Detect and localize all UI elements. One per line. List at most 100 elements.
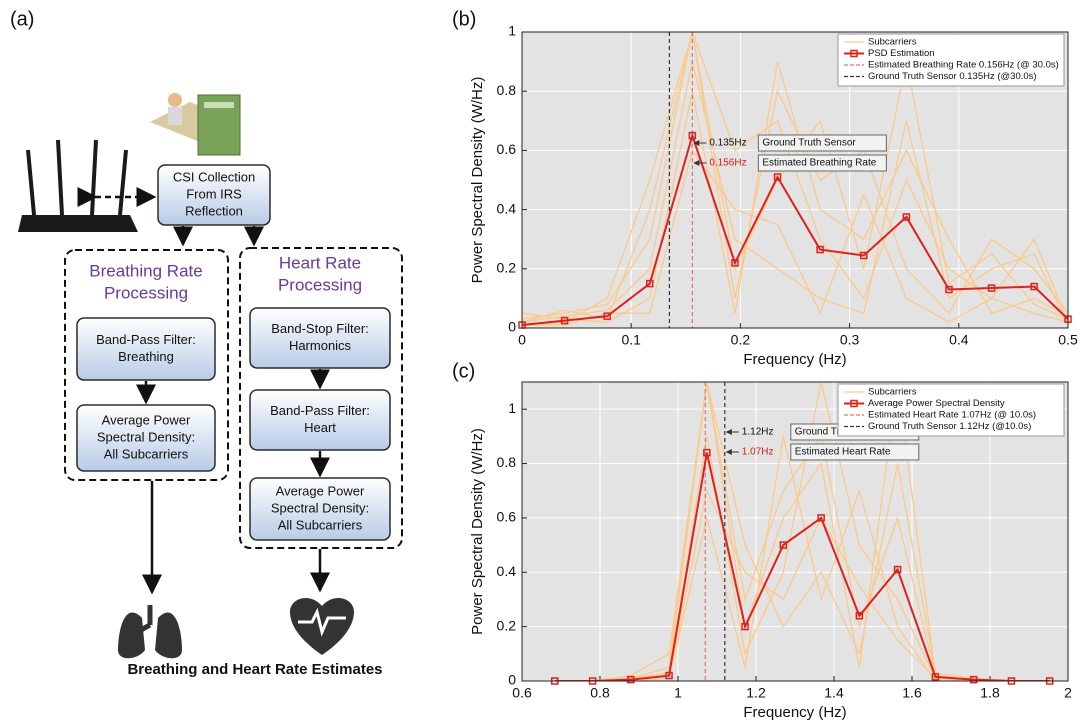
process-box <box>76 404 216 472</box>
server-icon <box>150 93 241 156</box>
box-text: Reflection <box>185 203 243 218</box>
point <box>987 284 996 292</box>
legend-marker <box>850 399 858 408</box>
point <box>893 565 902 574</box>
point <box>627 675 635 684</box>
group-box <box>64 249 229 481</box>
y-tick-label: 0.8 <box>497 82 517 98</box>
annotation-label: Estimated Breathing Rate <box>762 158 876 169</box>
box-text: Spectral Density: <box>271 500 369 515</box>
point <box>817 514 825 522</box>
legend-label: Subcarriers <box>868 37 917 48</box>
subcarrier-line <box>522 32 1068 323</box>
box-text: CSI Collection <box>173 169 255 184</box>
point <box>560 316 569 325</box>
series-line <box>522 132 1068 327</box>
legend-label: Subcarriers <box>868 387 917 398</box>
process-box <box>249 477 391 541</box>
point <box>646 279 654 288</box>
legend-label: Estimated Breathing Rate 0.156Hz (@ 30.0… <box>868 60 1059 71</box>
x-tick-label: 2 <box>1064 685 1072 701</box>
box-text: From IRS <box>186 186 242 201</box>
point <box>731 259 739 267</box>
panel-label: (a) <box>10 8 34 30</box>
box-text: Breathing <box>118 349 174 364</box>
process-box <box>249 389 391 451</box>
annotation-label: Estimated Heart Rate <box>795 447 891 458</box>
group-title: Breathing Rate <box>89 261 202 280</box>
x-tick-label: 0 <box>518 332 526 348</box>
output-label: Breathing and Heart Rate Estimates <box>127 661 382 678</box>
point <box>741 622 749 631</box>
process-box <box>157 164 271 226</box>
subcarrier-line <box>554 382 1050 681</box>
point <box>773 173 782 181</box>
x-tick-label: 0.5 <box>1058 332 1078 348</box>
box-text: Harmonics <box>289 338 352 353</box>
x-tick-label: 0.2 <box>731 332 751 348</box>
box-text: Band-Pass Filter: <box>270 403 370 418</box>
legend-label: Ground Truth Sensor 1.12Hz (@10.0s) <box>868 421 1031 432</box>
x-tick-label: 1 <box>674 685 682 701</box>
point <box>1030 282 1038 291</box>
group-title: Processing <box>278 275 362 294</box>
x-tick-label: 1.4 <box>824 685 844 701</box>
process-box <box>249 307 391 369</box>
x-tick-label: 1.2 <box>746 685 766 701</box>
y-tick-label: 0.2 <box>497 617 517 633</box>
annotation-value: 0.135Hz <box>709 138 746 149</box>
y-tick-label: 0.6 <box>497 141 517 157</box>
subcarrier-line <box>522 148 1068 326</box>
legend <box>837 383 1065 437</box>
y-tick-label: 1 <box>508 400 516 416</box>
y-tick-label: 0.8 <box>497 454 517 470</box>
box-text: Spectral Density: <box>97 429 195 444</box>
x-tick-label: 0.1 <box>621 332 641 348</box>
x-tick-label: 0.6 <box>512 685 532 701</box>
y-axis-label: Power Spectral Density (W/Hz) <box>469 77 486 284</box>
point <box>945 285 953 294</box>
point <box>902 213 911 221</box>
point <box>816 245 824 254</box>
box-text: Band-Stop Filter: <box>271 321 369 336</box>
point <box>703 448 711 457</box>
panel-label: (b) <box>452 8 476 30</box>
annotation-value: 1.07Hz <box>742 447 774 458</box>
point <box>931 673 940 681</box>
point <box>688 131 697 140</box>
point <box>665 671 673 680</box>
x-tick-label: 0.4 <box>949 332 969 348</box>
point <box>855 612 864 620</box>
group-title: Heart Rate <box>279 253 361 272</box>
legend-label: PSD Estimation <box>868 48 935 59</box>
annotation-box <box>790 443 920 461</box>
x-tick-label: 0.3 <box>840 332 860 348</box>
annotation-box <box>757 134 887 152</box>
annotation-box <box>757 154 887 172</box>
y-tick-label: 0.2 <box>497 260 517 276</box>
box-text: All Subcarriers <box>104 446 189 461</box>
heart-icon <box>290 598 354 655</box>
box-text: Heart <box>304 420 336 435</box>
y-tick-label: 1 <box>508 23 516 39</box>
panel-label: (c) <box>452 360 475 382</box>
lungs-icon <box>118 605 182 659</box>
y-tick-label: 0.4 <box>497 200 517 216</box>
group-title: Processing <box>104 283 188 302</box>
point <box>969 675 978 684</box>
x-axis-label: Frequency (Hz) <box>743 704 846 721</box>
plot-frame <box>521 31 1069 329</box>
legend-label: Estimated Heart Rate 1.07Hz (@ 10.0s) <box>868 410 1036 421</box>
y-axis-label: Power Spectral Density (W/Hz) <box>469 428 486 635</box>
x-tick-label: 0.8 <box>590 685 610 701</box>
legend-label: Ground Truth Sensor 0.135Hz (@30.0s) <box>868 71 1037 82</box>
subcarrier-line <box>522 61 1068 326</box>
box-text: All Subcarriers <box>278 517 363 532</box>
point <box>779 541 788 549</box>
x-tick-label: 1.6 <box>902 685 922 701</box>
x-axis-label: Frequency (Hz) <box>743 351 846 368</box>
legend <box>837 33 1065 87</box>
annotation-value: 0.156Hz <box>709 158 746 169</box>
box-text: Average Power <box>102 412 191 427</box>
